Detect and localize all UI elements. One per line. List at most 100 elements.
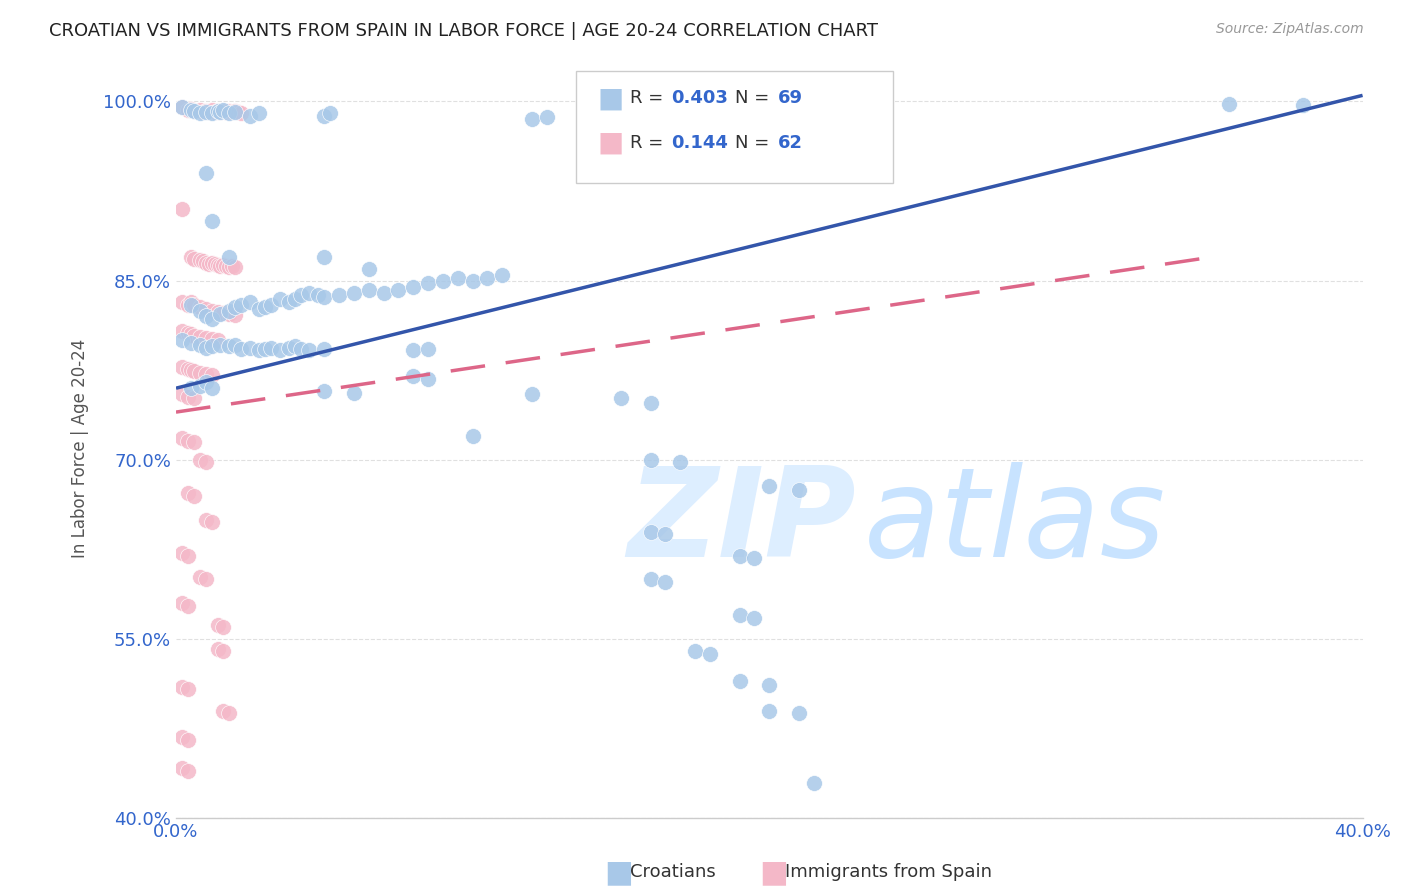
Point — [212, 306, 235, 320]
Point — [314, 342, 336, 356]
Text: R =: R = — [630, 134, 669, 152]
Point — [194, 573, 217, 587]
Point — [170, 596, 193, 610]
Point — [247, 106, 270, 120]
Point — [188, 330, 211, 344]
Point — [218, 339, 240, 353]
Point — [200, 311, 222, 326]
Point — [744, 550, 766, 565]
Point — [418, 371, 440, 385]
Point — [177, 732, 200, 747]
Point — [188, 570, 211, 584]
Point — [758, 677, 780, 691]
Point — [277, 295, 299, 310]
Point — [231, 106, 253, 120]
Point — [180, 102, 202, 116]
Point — [170, 730, 193, 744]
Point — [224, 103, 246, 118]
Text: Source: ZipAtlas.com: Source: ZipAtlas.com — [1216, 22, 1364, 37]
Point — [224, 338, 246, 352]
Point — [209, 105, 232, 120]
Point — [194, 103, 217, 118]
Point — [212, 258, 235, 272]
Point — [194, 375, 217, 389]
Point — [207, 641, 229, 656]
Point — [640, 573, 662, 587]
Point — [183, 328, 205, 343]
Point — [180, 363, 202, 377]
Point — [197, 257, 219, 271]
Point — [253, 342, 276, 356]
Text: Immigrants from Spain: Immigrants from Spain — [785, 863, 991, 881]
Point — [418, 276, 440, 290]
Point — [180, 297, 202, 311]
Point — [298, 285, 321, 300]
Point — [218, 706, 240, 721]
Point — [218, 307, 240, 321]
Point — [253, 300, 276, 314]
Point — [418, 342, 440, 356]
Point — [200, 106, 222, 120]
Point — [177, 390, 200, 404]
Point — [209, 307, 232, 321]
Point — [183, 297, 205, 311]
Point — [204, 105, 226, 120]
Point — [269, 292, 291, 306]
Point — [188, 366, 211, 380]
Point — [461, 429, 484, 443]
Text: Croatians: Croatians — [630, 863, 716, 881]
Point — [224, 260, 246, 275]
Point — [177, 103, 200, 117]
Point — [207, 334, 229, 348]
Point — [194, 256, 217, 270]
Point — [290, 288, 312, 302]
Point — [314, 250, 336, 264]
Point — [787, 483, 810, 497]
Point — [209, 338, 232, 352]
Point — [215, 105, 238, 120]
Point — [491, 268, 513, 282]
Point — [212, 704, 235, 718]
Point — [319, 106, 342, 120]
Text: R =: R = — [630, 89, 669, 107]
Point — [170, 334, 193, 348]
Point — [461, 274, 484, 288]
Point — [224, 105, 246, 120]
Point — [170, 546, 193, 560]
Text: ■: ■ — [598, 84, 624, 112]
Point — [224, 308, 246, 322]
Point — [260, 341, 283, 355]
Point — [194, 341, 217, 355]
Point — [218, 250, 240, 264]
Text: 62: 62 — [778, 134, 803, 152]
Text: 0.144: 0.144 — [671, 134, 727, 152]
Point — [191, 105, 214, 120]
Point — [357, 283, 380, 297]
Point — [226, 105, 249, 120]
Point — [669, 455, 692, 469]
Point — [188, 300, 211, 314]
Point — [343, 285, 366, 300]
Point — [357, 261, 380, 276]
Point — [200, 339, 222, 353]
Point — [180, 381, 202, 395]
Point — [520, 387, 543, 401]
Point — [194, 105, 217, 120]
Point — [212, 620, 235, 634]
Point — [402, 369, 425, 384]
Text: N =: N = — [735, 89, 775, 107]
Point — [194, 166, 217, 180]
Point — [207, 103, 229, 118]
Point — [758, 704, 780, 718]
Text: 69: 69 — [778, 89, 803, 107]
Point — [307, 288, 329, 302]
Point — [343, 386, 366, 401]
Point — [654, 527, 676, 541]
Point — [183, 391, 205, 405]
Point — [183, 103, 205, 118]
Point — [277, 341, 299, 355]
Point — [188, 103, 211, 117]
Point — [520, 112, 543, 127]
Point — [209, 105, 232, 120]
Point — [194, 302, 217, 317]
